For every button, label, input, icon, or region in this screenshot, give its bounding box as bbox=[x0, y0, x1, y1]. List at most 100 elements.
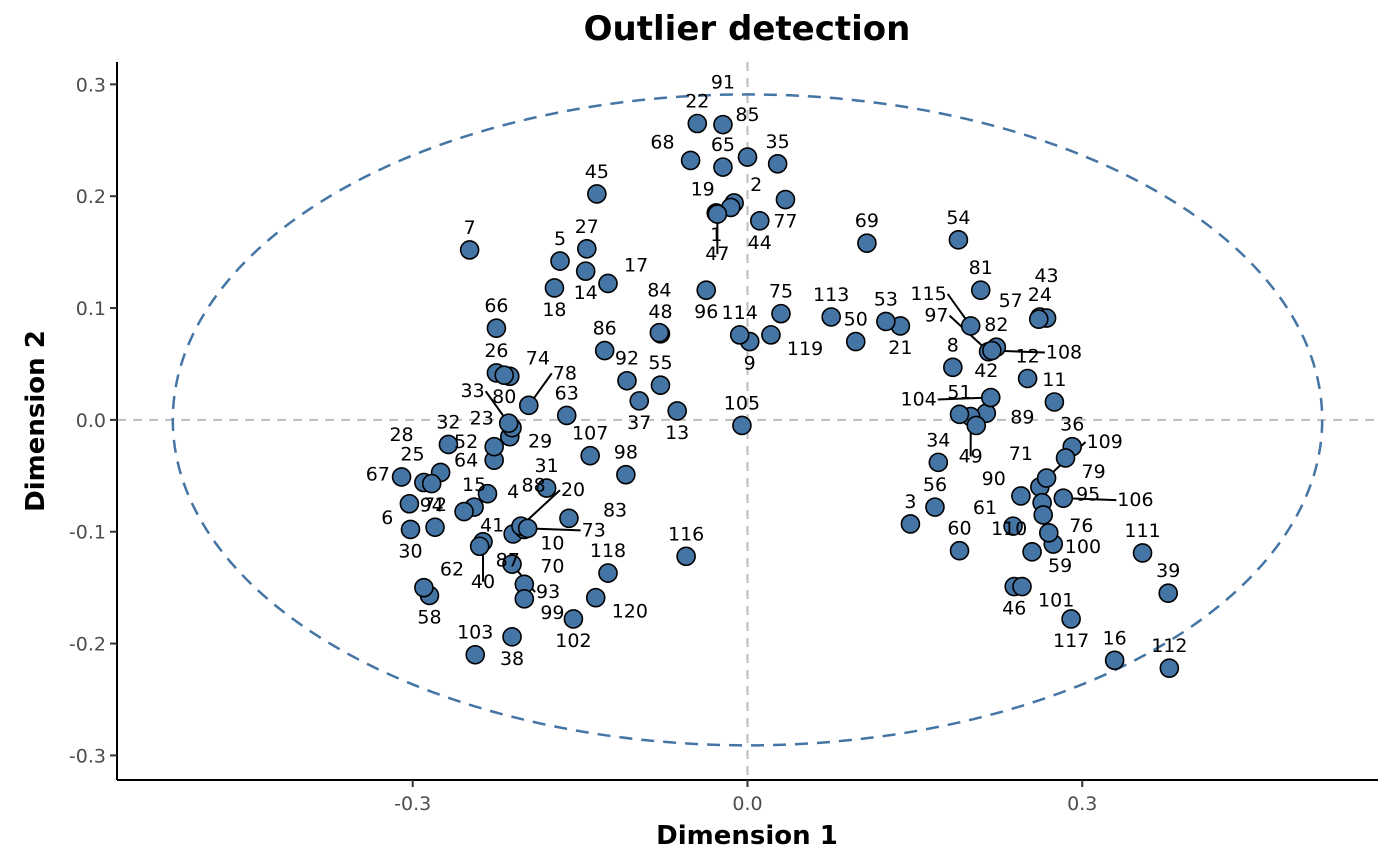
point-label-20: 20 bbox=[561, 479, 585, 501]
point-label-3: 3 bbox=[904, 491, 916, 513]
point-label-69: 69 bbox=[855, 210, 879, 232]
data-point-33 bbox=[498, 413, 519, 434]
data-point-120 bbox=[585, 587, 606, 608]
data-point-51 bbox=[949, 404, 970, 425]
data-point-69 bbox=[857, 233, 877, 253]
y-tick-label-0: -0.3 bbox=[69, 745, 106, 767]
data-point-45 bbox=[587, 184, 607, 204]
data-point-61 bbox=[1003, 516, 1023, 536]
data-point-92 bbox=[617, 370, 637, 391]
y-tick-label-6: 0.3 bbox=[76, 74, 106, 96]
point-label-81: 81 bbox=[969, 257, 993, 279]
point-label-78: 78 bbox=[553, 362, 577, 384]
point-label-23: 23 bbox=[470, 408, 494, 430]
point-label-55: 55 bbox=[648, 352, 672, 374]
data-point-109 bbox=[1036, 468, 1057, 488]
point-label-48: 48 bbox=[648, 301, 672, 323]
data-point-98 bbox=[616, 464, 636, 485]
axes: -0.3 0.0 0.3 -0.3 -0.2 -0.1 0.0 0.1 0.2 0.3 bbox=[69, 62, 1378, 815]
point-label-31: 31 bbox=[535, 455, 559, 477]
data-point-73 bbox=[517, 518, 538, 539]
data-point-37 bbox=[629, 391, 650, 411]
data-point-7 bbox=[459, 240, 480, 260]
data-point-34 bbox=[928, 452, 949, 473]
data-point-96 bbox=[696, 280, 717, 300]
point-label-64: 64 bbox=[454, 450, 478, 472]
point-label-68: 68 bbox=[650, 131, 674, 153]
point-label-44: 44 bbox=[748, 232, 772, 254]
point-label-46: 46 bbox=[1002, 598, 1026, 620]
point-label-19: 19 bbox=[691, 178, 715, 200]
x-axis-title: Dimension 1 bbox=[656, 821, 838, 851]
point-label-89: 89 bbox=[1010, 406, 1034, 428]
point-label-118: 118 bbox=[590, 540, 626, 562]
point-label-22: 22 bbox=[685, 91, 709, 113]
point-label-107: 107 bbox=[572, 423, 608, 445]
point-label-39: 39 bbox=[1156, 560, 1180, 582]
point-label-79: 79 bbox=[1082, 461, 1106, 483]
data-point-108 bbox=[982, 340, 1002, 361]
point-label-104: 104 bbox=[901, 389, 937, 411]
data-point-89 bbox=[966, 415, 987, 436]
data-point-17 bbox=[598, 273, 618, 294]
point-label-117: 117 bbox=[1053, 630, 1089, 652]
data-point-115 bbox=[960, 316, 981, 336]
point-label-21: 21 bbox=[888, 337, 912, 359]
data-point-65 bbox=[713, 157, 733, 177]
point-label-108: 108 bbox=[1046, 342, 1082, 364]
data-point-106 bbox=[1053, 488, 1074, 508]
point-label-32: 32 bbox=[436, 411, 460, 433]
data-point-18 bbox=[544, 278, 565, 298]
data-point-93 bbox=[502, 554, 522, 574]
data-point-8 bbox=[943, 357, 963, 378]
point-label-8: 8 bbox=[947, 334, 959, 356]
point-label-10: 10 bbox=[540, 532, 564, 554]
point-label-25: 25 bbox=[400, 443, 424, 465]
data-point-22 bbox=[687, 113, 708, 134]
point-label-42: 42 bbox=[974, 360, 998, 382]
point-label-47: 47 bbox=[705, 243, 729, 265]
data-point-114 bbox=[729, 325, 750, 345]
point-label-98: 98 bbox=[614, 442, 638, 464]
data-point-57 bbox=[1028, 309, 1049, 330]
point-label-4: 4 bbox=[507, 481, 519, 503]
point-label-74: 74 bbox=[526, 347, 550, 369]
point-label-84: 84 bbox=[647, 280, 671, 302]
point-label-77: 77 bbox=[773, 211, 797, 233]
point-label-101: 101 bbox=[1038, 590, 1074, 612]
point-label-112: 112 bbox=[1151, 635, 1187, 657]
data-point-44 bbox=[749, 211, 770, 231]
point-label-50: 50 bbox=[844, 309, 868, 331]
data-point-54 bbox=[948, 230, 969, 250]
point-label-7: 7 bbox=[464, 217, 476, 239]
point-label-92: 92 bbox=[615, 348, 639, 370]
point-label-113: 113 bbox=[813, 284, 849, 306]
x-tick-label-2: 0.3 bbox=[1067, 793, 1097, 815]
data-point-71 bbox=[1011, 486, 1031, 506]
point-label-114: 114 bbox=[722, 302, 758, 324]
point-label-105: 105 bbox=[724, 392, 760, 414]
point-label-51: 51 bbox=[947, 381, 971, 403]
data-points bbox=[391, 113, 1180, 678]
point-label-61: 61 bbox=[973, 497, 997, 519]
point-label-91: 91 bbox=[711, 72, 735, 94]
data-point-78 bbox=[518, 395, 539, 416]
point-labels: 1234567891011121314151617181920212223242… bbox=[366, 72, 1188, 670]
point-label-54: 54 bbox=[946, 207, 970, 229]
point-label-97: 97 bbox=[924, 305, 948, 327]
data-point-38 bbox=[502, 627, 522, 647]
data-point-68 bbox=[680, 150, 701, 171]
data-point-118 bbox=[598, 563, 618, 583]
data-point-31 bbox=[536, 478, 557, 498]
data-point-63 bbox=[556, 405, 577, 426]
data-point-12 bbox=[1017, 368, 1038, 389]
point-label-82: 82 bbox=[984, 314, 1008, 336]
point-label-99: 99 bbox=[540, 602, 564, 624]
data-point-32 bbox=[438, 434, 459, 455]
point-label-63: 63 bbox=[555, 382, 579, 404]
data-point-104 bbox=[980, 387, 1001, 408]
data-point-55 bbox=[650, 375, 671, 396]
point-label-62: 62 bbox=[440, 559, 464, 581]
point-label-80: 80 bbox=[492, 386, 516, 408]
data-point-103 bbox=[465, 644, 486, 665]
